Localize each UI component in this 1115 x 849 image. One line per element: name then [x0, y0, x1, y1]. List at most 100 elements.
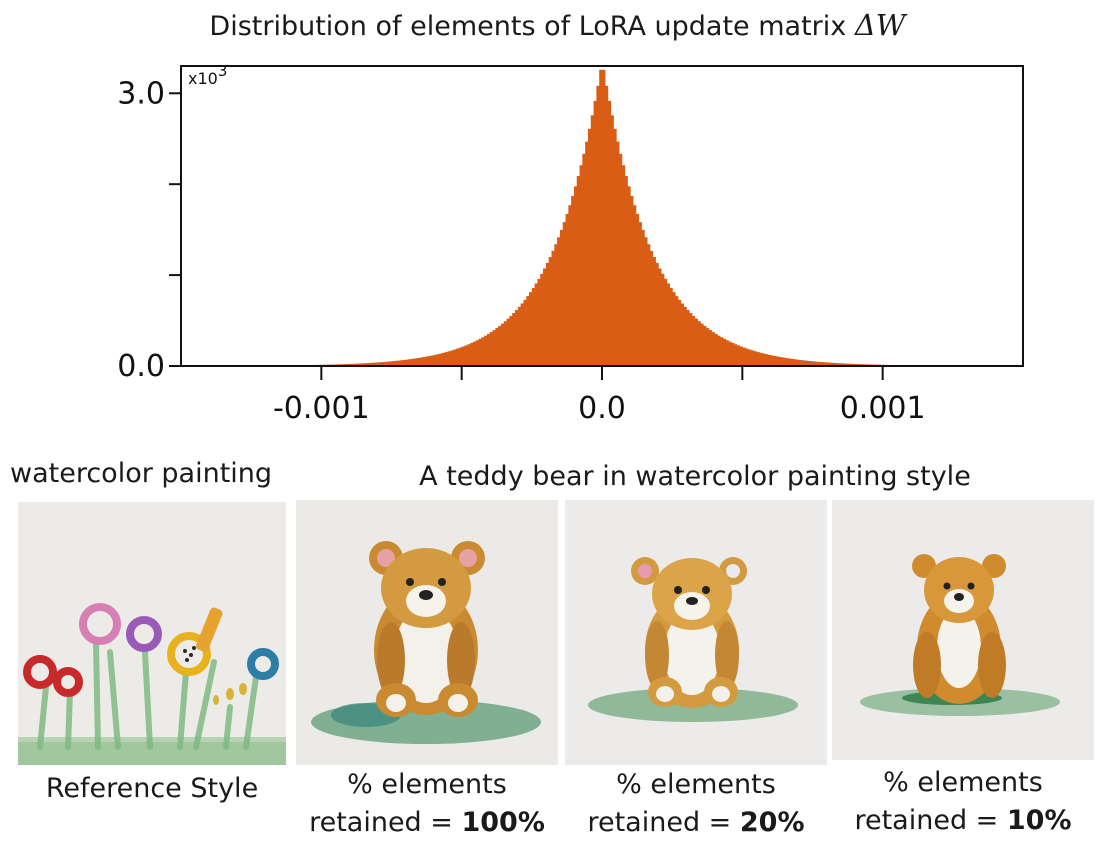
histogram-bar [489, 332, 494, 366]
histogram-bar [385, 361, 390, 366]
histogram-bar [689, 313, 693, 366]
histogram-bar [753, 351, 757, 366]
histogram-bar [652, 257, 656, 366]
histogram-bar [638, 222, 642, 366]
histogram-bar [669, 287, 673, 366]
histogram-bar [484, 335, 488, 366]
histogram-bar [495, 328, 499, 366]
histogram-bar [416, 358, 421, 366]
histogram-bar [604, 85, 609, 367]
reference-prompt: watercolor painting [10, 458, 273, 489]
teddy-bear-image-10 [832, 500, 1094, 760]
histogram-bar [618, 153, 623, 366]
result-caption-line1: % elements [616, 769, 776, 800]
histogram-bar [717, 335, 721, 366]
histogram-bar [731, 343, 735, 366]
reference-style-image [18, 502, 286, 765]
histogram-bar [795, 359, 800, 366]
histogram-bar [543, 268, 547, 366]
histogram-bar [590, 115, 595, 367]
x-axis-ticks: -0.001 0.0 0.001 [273, 366, 926, 426]
histogram-bar [352, 363, 356, 366]
y-multiplier-label: x103 [188, 62, 227, 88]
histogram-bar [809, 361, 814, 366]
histogram-bar [374, 362, 379, 366]
histogram-bar [773, 356, 777, 366]
retained-value-100: 100% [461, 807, 545, 838]
histogram-bar [832, 362, 836, 366]
histogram-bar [672, 292, 676, 366]
histogram-bar [627, 186, 631, 366]
histogram-bar [531, 287, 536, 366]
histogram-bar [506, 318, 510, 366]
histogram-bar [829, 362, 833, 366]
histogram-bar [739, 346, 743, 366]
histogram-bar [846, 363, 850, 366]
histogram-bar [719, 337, 724, 366]
histogram-bar [458, 347, 463, 366]
histogram-bar [545, 262, 550, 366]
result-caption-100: % elements retained = 100% [296, 766, 558, 842]
histogram-bar [691, 315, 696, 366]
y-tick-label: 0.0 [117, 349, 165, 384]
histogram-bar [355, 363, 359, 366]
histogram-bar [478, 338, 482, 366]
histogram-bar [470, 343, 474, 366]
histogram-bar [383, 361, 387, 366]
histogram-bar [666, 283, 670, 366]
histogram-bar [770, 355, 774, 366]
flowers-illustration [18, 502, 286, 765]
histogram-bar [703, 325, 707, 366]
histogram-bar [812, 361, 816, 366]
histogram-bar [790, 358, 794, 366]
histogram-bar [408, 359, 412, 366]
histogram-bar [680, 303, 684, 366]
histogram-bar [444, 352, 449, 366]
result-caption-prefix: retained = [854, 805, 1007, 836]
teddy-bear-illustration-100 [296, 500, 558, 765]
histogram-bar [761, 353, 766, 366]
histogram-bar [700, 323, 704, 366]
histogram-bar [674, 296, 679, 366]
histogram-bar [587, 128, 592, 366]
histogram-bar [405, 359, 409, 366]
histogram-bar [517, 306, 522, 366]
histogram-bar [425, 356, 429, 366]
histogram-bar [722, 338, 727, 366]
teddy-bear-illustration-10 [832, 500, 1094, 760]
histogram-bar [500, 323, 505, 366]
histogram-bar [781, 357, 786, 366]
histogram-bar [820, 362, 825, 366]
histogram-bar [635, 213, 640, 366]
histogram-bar [456, 348, 460, 366]
teddy-bear-image-20 [565, 500, 827, 765]
histogram-bar [576, 176, 581, 366]
histogram-bar [579, 165, 583, 366]
histogram-bar [540, 273, 544, 366]
histogram-bar [427, 356, 432, 366]
histogram-bar [520, 303, 525, 366]
histogram-bar [537, 278, 541, 366]
histogram-bar [568, 205, 572, 366]
histogram-bar [851, 363, 856, 366]
histogram-bar [621, 165, 626, 366]
histogram-bar [422, 357, 426, 366]
histogram-bar [705, 328, 710, 366]
histogram-bar [728, 341, 732, 366]
histogram-bar [447, 351, 452, 366]
reference-style-caption: Reference Style [45, 773, 259, 804]
histogram-bar [792, 359, 797, 366]
histogram-bar [475, 340, 480, 366]
histogram-bar [371, 362, 376, 366]
histogram-bar [663, 278, 668, 366]
histogram-bar [492, 330, 496, 366]
histogram-bar [750, 350, 755, 366]
histogram-bar [613, 128, 617, 366]
teddy-bear-illustration-20 [565, 500, 827, 765]
histogram-bar [439, 353, 443, 366]
histogram-bar [419, 357, 423, 366]
result-caption-prefix: retained = [587, 807, 740, 838]
retained-value-10: 10% [1006, 805, 1072, 836]
histogram-bar [464, 345, 468, 366]
histogram-bar [523, 299, 527, 366]
